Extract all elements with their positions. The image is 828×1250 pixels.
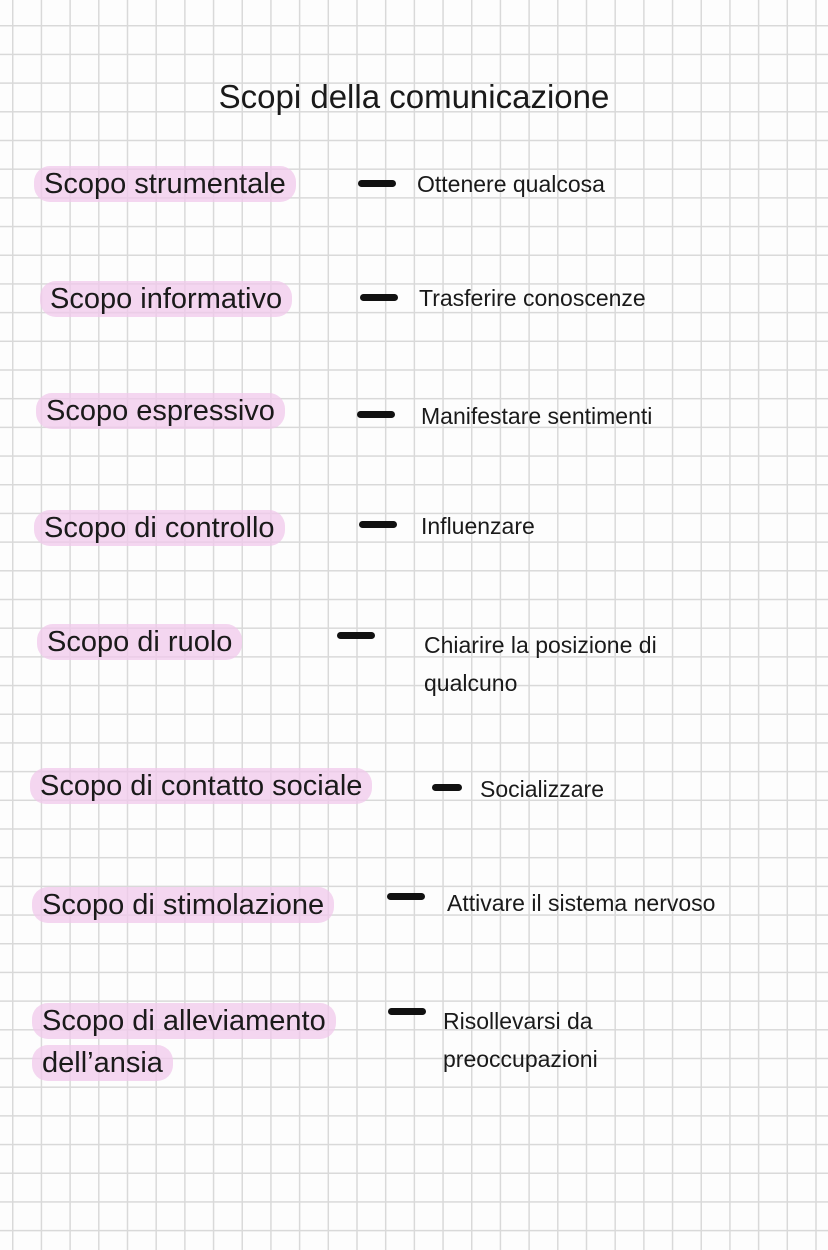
description: Chiarire la posizione di — [424, 632, 657, 658]
term-label: Scopo strumentale — [34, 166, 296, 202]
dash-icon — [337, 632, 375, 639]
dash-icon — [358, 180, 396, 187]
description: Influenzare — [421, 513, 535, 539]
description: Manifestare sentimenti — [421, 403, 653, 429]
description: Ottenere qualcosa — [417, 171, 605, 197]
description: Socializzare — [480, 776, 604, 802]
term-label: Scopo espressivo — [36, 393, 285, 429]
description: Attivare il sistema nervoso — [447, 890, 716, 916]
term-label: Scopo di stimolazione — [32, 887, 335, 923]
dash-icon — [387, 893, 425, 900]
page-title: Scopi della comunicazione — [218, 78, 610, 115]
description: Trasferire conoscenze — [419, 285, 646, 311]
dash-icon — [432, 784, 462, 791]
dash-icon — [388, 1008, 426, 1015]
term-label: Scopo di alleviamento — [32, 1003, 336, 1039]
description: Risollevarsi da — [443, 1008, 593, 1034]
description-line-2: preoccupazioni — [443, 1046, 598, 1072]
term-label: Scopo di ruolo — [37, 624, 243, 660]
term-label: Scopo di contatto sociale — [30, 768, 373, 804]
term-label-line-2: dell’ansia — [32, 1045, 173, 1081]
term-label: Scopo di controllo — [34, 510, 285, 546]
dash-icon — [357, 411, 395, 418]
description-line-2: qualcuno — [424, 670, 518, 696]
term-label: Scopo informativo — [40, 281, 293, 317]
dash-icon — [360, 294, 398, 301]
dash-icon — [359, 521, 397, 528]
